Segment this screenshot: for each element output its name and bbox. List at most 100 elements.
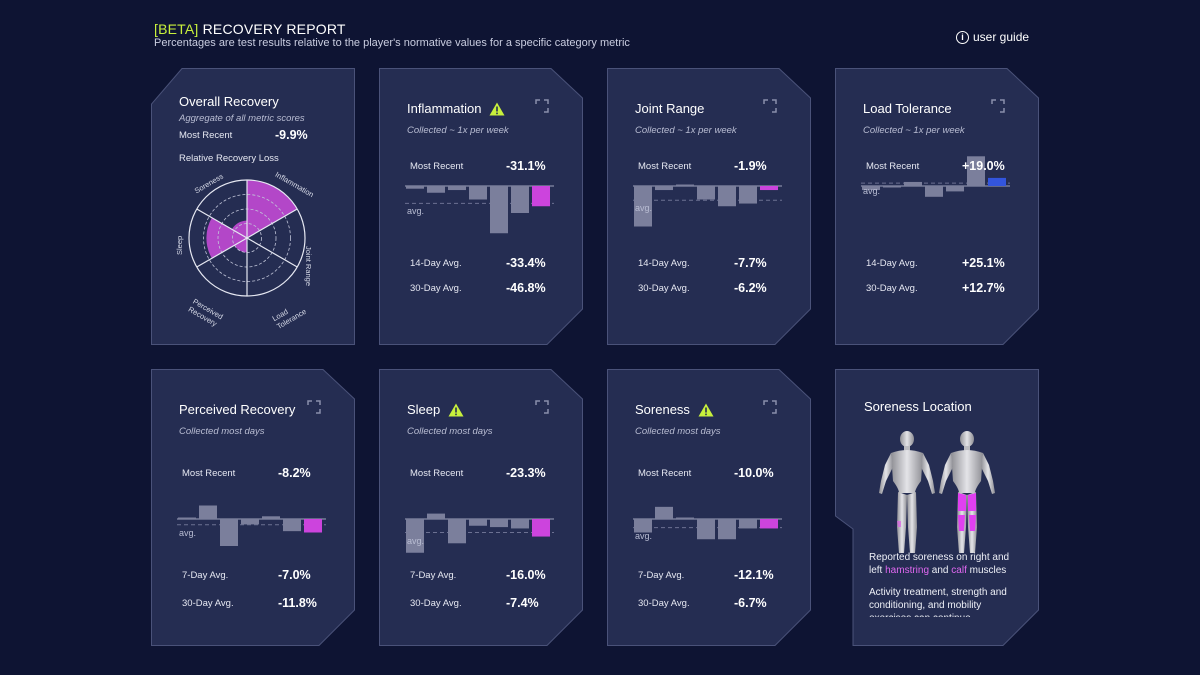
bar (511, 519, 529, 529)
expand-icon[interactable] (535, 400, 549, 414)
bar-chart (861, 156, 1010, 197)
right-calf-highlight (969, 515, 976, 531)
activity-advice: Activity treatment, strength and conditi… (869, 587, 1007, 617)
warning-icon (448, 403, 464, 417)
card-frame (607, 369, 811, 646)
expand-icon[interactable] (535, 99, 549, 113)
avg1-label: 14-Day Avg. (866, 258, 918, 269)
summary-line1: Reported soreness on right and (869, 552, 1010, 563)
most-recent-label: Most Recent (866, 161, 920, 172)
expand-icon[interactable] (763, 99, 777, 113)
soreness-card: Soreness Collected most days Most Recent -1… (607, 369, 811, 646)
bar (697, 519, 715, 540)
bar (760, 186, 778, 191)
avg1-value: -7.0% (278, 568, 311, 582)
bar-chart (405, 185, 554, 234)
card-subtitle: Collected most days (407, 426, 493, 437)
bar (883, 186, 901, 188)
card-subtitle: Collected ~ 1x per week (635, 125, 737, 136)
expand-icon[interactable] (307, 400, 321, 414)
avg1-value: +25.1% (962, 256, 1005, 270)
load-tolerance-card: Load Tolerance Collected ~ 1x per week Mos… (835, 68, 1039, 345)
bar (532, 186, 550, 207)
bar (676, 517, 694, 519)
avg2-label: 30-Day Avg. (410, 283, 462, 294)
bar (448, 186, 466, 191)
avg2-value: -11.8% (278, 596, 317, 610)
bar (178, 517, 196, 519)
bar (406, 186, 424, 189)
bar (634, 519, 652, 533)
user-guide-link[interactable]: i user guide (956, 30, 1029, 44)
inflammation-card: Inflammation Collected ~ 1x per week Most … (379, 68, 583, 345)
avg2-label: 30-Day Avg. (638, 283, 690, 294)
avg-tag: avg. (407, 206, 425, 217)
bar (697, 186, 715, 200)
avg1-label: 7-Day Avg. (638, 570, 685, 581)
overall-recovery-card: Overall Recovery Aggregate of all metric… (151, 68, 355, 345)
card-subtitle: Collected most days (635, 426, 721, 437)
bar (469, 519, 487, 526)
expand-icon[interactable] (763, 400, 777, 414)
bar (676, 184, 694, 186)
bar (655, 186, 673, 191)
card-title: Soreness Location (864, 399, 972, 414)
card-frame (151, 369, 355, 646)
card-title: Perceived Recovery (179, 402, 296, 417)
most-recent-label: Most Recent (179, 130, 233, 141)
bar (718, 519, 736, 540)
avg2-label: 30-Day Avg. (866, 283, 918, 294)
avg1-value: -16.0% (506, 568, 546, 582)
report-title: RECOVERY REPORT (202, 21, 346, 37)
bar (904, 181, 922, 186)
expand-icon[interactable] (991, 99, 1005, 113)
bar (760, 519, 778, 529)
most-recent-label: Most Recent (638, 468, 692, 479)
bar (739, 519, 757, 529)
card-subtitle: Collected most days (179, 426, 265, 437)
card-frame (379, 369, 583, 646)
beta-tag: [BETA] (154, 21, 199, 37)
most-recent-value: -9.9% (275, 128, 308, 142)
radar-spoke (246, 237, 298, 268)
page-subtitle: Percentages are test results relative to… (154, 37, 630, 49)
bar (511, 186, 529, 213)
card-title: Joint Range (635, 101, 705, 116)
bar (304, 519, 322, 533)
joint-range-card: Joint Range Collected ~ 1x per week Most R… (607, 68, 811, 345)
sleep-card: Sleep Collected most days Most Recent -23.3… (379, 369, 583, 646)
most-recent-label: Most Recent (182, 468, 236, 479)
radar-label-joint-range: Joint Range (304, 246, 313, 287)
most-recent-label: Most Recent (638, 161, 692, 172)
info-icon: i (956, 30, 969, 44)
bar (718, 186, 736, 207)
warning-icon (698, 403, 714, 417)
bar (469, 186, 487, 200)
avg-tag: avg. (407, 535, 425, 546)
card-subtitle: Collected ~ 1x per week (863, 125, 965, 136)
bar (427, 186, 445, 193)
most-recent-value: -8.2% (278, 466, 311, 480)
bar (262, 516, 280, 519)
summary-muscles: muscles (966, 565, 1007, 576)
right-hamstring-highlight (968, 493, 976, 511)
avg2-value: -46.8% (506, 281, 546, 295)
most-recent-label: Most Recent (410, 468, 464, 479)
most-recent-value: -31.1% (506, 159, 546, 173)
avg-tag: avg. (635, 530, 653, 541)
card-title: Soreness (635, 402, 690, 417)
avg2-value: -6.7% (734, 596, 767, 610)
bar-chart (633, 506, 782, 540)
hamstring-text: hamstring (885, 565, 930, 576)
bar-chart (633, 184, 782, 227)
page-title: [BETA] RECOVERY REPORT (154, 21, 346, 37)
calf-text: calf (951, 565, 967, 576)
card-title: Overall Recovery (179, 94, 279, 109)
bar (862, 186, 880, 191)
bar (283, 519, 301, 532)
card-title: Inflammation (407, 101, 482, 116)
bar (739, 186, 757, 204)
radar-label-sleep: Sleep (175, 235, 184, 255)
summary-left: left (869, 565, 886, 576)
bar (490, 186, 508, 234)
